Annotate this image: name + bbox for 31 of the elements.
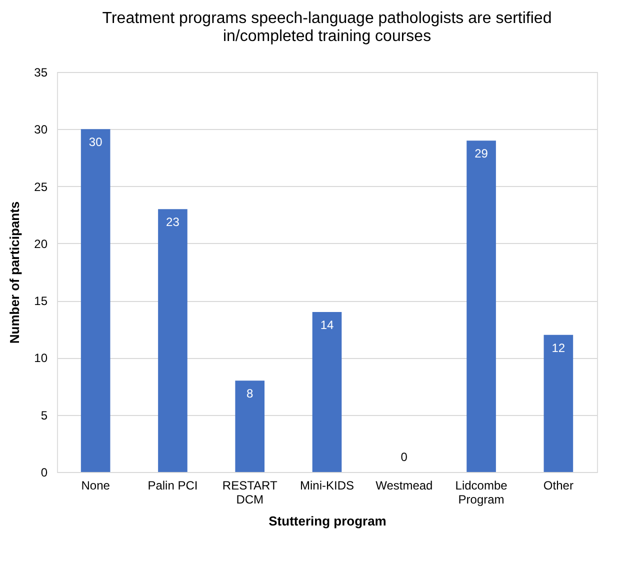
x-tick-label: Other: [543, 478, 574, 492]
data-label: 0: [400, 450, 408, 464]
chart-title: Treatment programs speech-language pathologists are sertified in/completed training courses: [102, 10, 552, 45]
y-tick-label: 15: [34, 294, 48, 308]
data-label: 8: [246, 386, 254, 401]
bar: [312, 312, 342, 472]
y-tick-label: 10: [34, 351, 48, 366]
x-tick-label: Lidcombe Program: [455, 478, 508, 506]
y-axis-title: Number of participants: [7, 201, 22, 344]
x-tick-label: Westmead: [376, 478, 433, 492]
y-tick-label: 25: [34, 180, 48, 194]
y-tick-label: 35: [34, 66, 48, 80]
data-label: 12: [552, 340, 566, 355]
bar: [544, 334, 574, 472]
x-tick-label: Mini-KIDS: [300, 478, 354, 492]
y-tick-label: 0: [40, 466, 48, 480]
x-tick-label: RESTART DCM: [222, 478, 278, 506]
y-tick-label: 20: [34, 236, 48, 251]
data-label: 23: [166, 215, 180, 230]
x-tick-label: Palin PCI: [148, 478, 198, 492]
bar: [158, 209, 188, 472]
y-tick-label: 30: [34, 122, 48, 137]
bar: [80, 129, 110, 472]
data-label: 30: [88, 135, 103, 150]
x-tick-label: None: [81, 478, 110, 492]
bar: [466, 140, 496, 472]
y-tick-label: 5: [40, 408, 48, 422]
x-axis-title: Stuttering program: [268, 514, 386, 528]
bar: [235, 380, 265, 472]
data-label: 14: [320, 318, 334, 332]
data-label: 29: [474, 146, 488, 161]
